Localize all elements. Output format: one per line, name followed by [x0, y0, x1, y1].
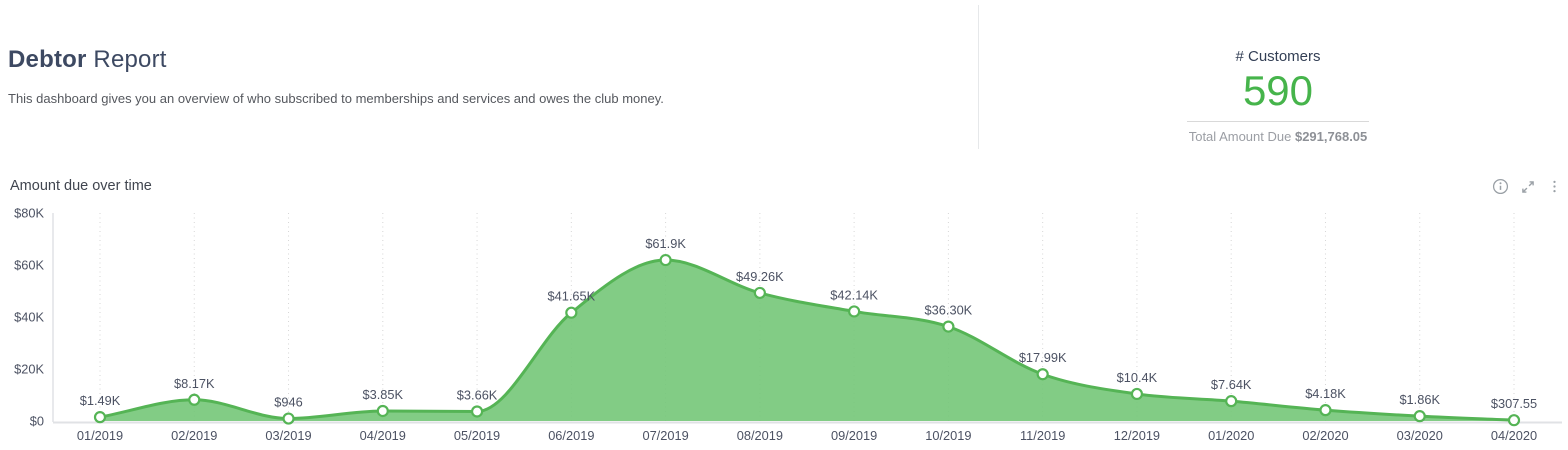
data-point[interactable] — [93, 411, 107, 424]
x-axis-tick-label: 06/2019 — [548, 428, 594, 443]
data-point-label: $3.85K — [363, 387, 404, 402]
data-point-label: $49.26K — [736, 269, 784, 284]
data-point[interactable] — [376, 404, 389, 418]
y-axis-tick-label: $80K — [14, 206, 44, 221]
x-axis-tick-label: 11/2019 — [1020, 428, 1065, 443]
data-point[interactable] — [1130, 387, 1144, 401]
x-axis-tick-label: 02/2019 — [171, 428, 217, 443]
chart-axes — [52, 213, 1562, 424]
area-chart: $1.49K $8.17K $946 $3.85K $3.66K $41.65K $61.9… — [14, 206, 1562, 443]
data-point[interactable] — [942, 320, 955, 333]
expand-icon[interactable] — [1520, 179, 1536, 195]
stat-divider — [1187, 121, 1369, 122]
total-due-label: Total Amount Due — [1188, 129, 1292, 144]
x-axis-tick-label: 01/2020 — [1208, 428, 1254, 443]
y-axis-tick-label: $40K — [14, 310, 44, 325]
x-axis-tick-label: 09/2019 — [831, 428, 877, 443]
chart-title: Amount due over time — [10, 178, 152, 194]
data-point-label: $61.9K — [645, 236, 686, 251]
data-point[interactable] — [659, 253, 672, 267]
page-title-secondary: Report — [93, 46, 167, 73]
data-labels: $1.49K $8.17K $946 $3.85K $3.66K $41.65K $61.9… — [80, 236, 1537, 411]
data-point-label: $4.18K — [1305, 386, 1346, 401]
data-points — [93, 253, 1521, 427]
data-point-label: $36.30K — [925, 303, 973, 318]
page-title: Debtor Report — [8, 46, 167, 74]
x-axis-tick-label: 10/2019 — [925, 428, 971, 443]
data-point-label: $3.66K — [457, 387, 498, 402]
data-point-label: $42.14K — [830, 287, 878, 302]
chart-actions — [1492, 178, 1562, 195]
data-point[interactable] — [1225, 395, 1238, 408]
data-point[interactable] — [1319, 404, 1332, 417]
data-point-label: $7.64K — [1211, 377, 1252, 392]
data-point-label: $10.4K — [1117, 370, 1158, 385]
info-icon-glyph — [1492, 178, 1509, 195]
kebab-menu-icon[interactable] — [1547, 178, 1562, 195]
kebab-menu-icon-glyph — [1553, 180, 1556, 193]
customers-stat-value: 590 — [1242, 67, 1314, 114]
x-axis-tick-label: 08/2019 — [737, 428, 783, 443]
data-point-label: $8.17K — [174, 376, 215, 391]
data-point-label: $307.55 — [1491, 396, 1537, 411]
data-point[interactable] — [1036, 368, 1049, 381]
header-divider — [978, 5, 979, 149]
x-axis-tick-label: 05/2019 — [454, 428, 500, 443]
total-due: Total Amount Due $291,768.05 — [1158, 129, 1398, 144]
data-point[interactable] — [848, 305, 861, 318]
data-point[interactable] — [753, 286, 766, 300]
y-axis-tick-label: $60K — [14, 258, 44, 273]
y-axis-labels: $0 $20K $40K $60K $80K — [14, 206, 44, 429]
y-axis-tick-label: $20K — [14, 362, 44, 377]
data-point[interactable] — [188, 393, 201, 406]
data-point-label: $41.65K — [547, 289, 595, 304]
page-title-primary: Debtor — [8, 46, 87, 73]
x-axis-tick-label: 01/2019 — [77, 428, 123, 443]
customers-stat-panel: # Customers 590 Total Amount Due $291,76… — [1158, 48, 1398, 144]
x-axis-tick-label: 04/2019 — [360, 428, 406, 443]
page-description: This dashboard gives you an overview of … — [8, 91, 664, 106]
expand-icon-glyph — [1522, 180, 1534, 193]
customers-stat-label: # Customers — [1235, 48, 1321, 65]
data-point[interactable] — [1413, 410, 1426, 423]
chart-line — [98, 258, 1516, 422]
data-point-label: $1.49K — [80, 393, 121, 408]
y-axis-tick-label: $0 — [30, 414, 44, 429]
data-point-label: $17.99K — [1019, 350, 1067, 365]
x-axis-tick-label: 03/2019 — [265, 428, 311, 443]
x-axis-tick-label: 03/2020 — [1397, 428, 1443, 443]
data-point[interactable] — [282, 412, 295, 425]
info-icon[interactable] — [1492, 178, 1509, 195]
data-point[interactable] — [470, 405, 484, 418]
data-point[interactable] — [565, 306, 578, 319]
total-due-value: $291,768.05 — [1294, 129, 1368, 144]
chart-area — [100, 260, 1514, 421]
data-point[interactable] — [1507, 414, 1521, 427]
x-axis-labels: 01/2019 02/2019 03/2019 04/2019 05/2019 06/20… — [77, 428, 1537, 443]
x-axis-tick-label: 02/2020 — [1302, 428, 1348, 443]
data-point-label: $946 — [274, 395, 302, 410]
x-axis-tick-label: 12/2019 — [1114, 428, 1160, 443]
data-point-label: $1.86K — [1399, 392, 1440, 407]
x-axis-tick-label: 07/2019 — [642, 428, 688, 443]
x-axis-tick-label: 04/2020 — [1491, 428, 1537, 443]
